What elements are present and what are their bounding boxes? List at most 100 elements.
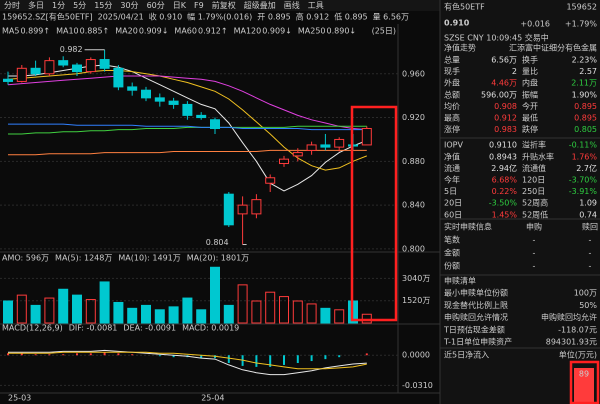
toolbar-tab[interactable]: 15分 [94, 1, 112, 10]
info-item: 159652.SZ[有色50ETF] [2, 12, 93, 22]
line [7, 70, 367, 171]
volume-bar [306, 303, 317, 324]
stat-label: 净值 [444, 151, 460, 161]
sub-header: 申购 [526, 222, 542, 232]
stat-label: 振幅 [522, 89, 538, 99]
candle-body [223, 193, 234, 226]
y-tick-label: 0.0000 [402, 351, 430, 360]
volume-bar [127, 307, 138, 324]
stat-label: 250日 [522, 187, 545, 196]
line [8, 123, 367, 131]
x-tick-label: 25-03 [8, 394, 31, 403]
panel-header: MA(20): 1801万 [187, 254, 249, 263]
candle-body [141, 89, 151, 99]
volume-bar [44, 297, 55, 324]
line [8, 349, 367, 376]
stat-label: 60日 [444, 210, 462, 219]
stat-label: 现手 [444, 66, 460, 76]
panel-header: MACD(12,26,9) [2, 324, 63, 333]
price: 0.910 [444, 19, 470, 28]
candle-body [16, 67, 27, 82]
annotation: 0.982 [60, 45, 83, 54]
stat-value: 2.57 [579, 67, 597, 76]
stat-value: 0.74 [579, 210, 597, 219]
x-tick-label: 25-04 [201, 394, 224, 403]
toolbar-tab[interactable]: F9 [194, 1, 204, 10]
stat-value: 0.912 [494, 114, 517, 123]
stat-label: 总额 [444, 89, 460, 99]
list-label: 申购赎回允许情况 [444, 312, 508, 322]
volume-bar [16, 294, 27, 324]
stat-label: IOPV [444, 141, 463, 150]
stat-label: 52周高 [522, 198, 548, 208]
toolbar-tab[interactable]: 前复权 [212, 0, 236, 10]
volume-bar [265, 291, 276, 324]
status: SZSE CNY 10:09:45 交易中 [444, 33, 549, 43]
stat-label: 换手 [522, 55, 538, 65]
legend-value: 0.909↓ [262, 27, 292, 36]
volume-bar [154, 309, 165, 324]
candle-body [168, 100, 179, 105]
toolbar-tab[interactable]: 日K [173, 1, 187, 10]
stat-label: 今开 [522, 101, 538, 111]
info-item: 高 0.912 [296, 12, 329, 22]
stat-value: 1.45% [492, 210, 518, 219]
candle-body [306, 144, 317, 151]
toolbar-tab[interactable]: 画线 [284, 0, 300, 10]
toolbar-tab[interactable]: 5分 [73, 1, 86, 10]
highlight-box [569, 360, 600, 404]
candle-body [72, 64, 82, 73]
toolbar-tab[interactable]: 多日 [28, 0, 44, 10]
info-item: 开 0.895 [257, 13, 290, 22]
volume-bar [320, 307, 331, 324]
list-label: T-1日单位申赎资产 [443, 337, 512, 347]
sub-cell: 笔数 [444, 235, 460, 245]
list-title: 申赎清单 [444, 276, 476, 286]
list-label: T日预估现金差额 [443, 324, 505, 334]
sub-cell: - [533, 236, 536, 245]
candle-body [361, 128, 372, 146]
info-item: 2025/04/21 [98, 13, 144, 22]
stat-value: 2.94亿 [491, 163, 517, 173]
volume-bar [237, 284, 248, 324]
period-label: (25日) [372, 27, 396, 36]
stat-label: 5日 [444, 187, 457, 196]
list-value: 894301.93元 [546, 338, 597, 347]
toolbar-bg [0, 0, 440, 11]
stat-value: 0.895 [574, 114, 597, 123]
list-value: 100万 [574, 289, 597, 298]
toolbar-tab[interactable]: 工具 [308, 1, 324, 10]
candle-body [251, 199, 262, 215]
stat-value: 2.11万 [571, 79, 597, 88]
legend-name: MA60 [174, 27, 197, 36]
nav-link[interactable]: 净值走势 [444, 43, 476, 53]
toolbar-tab[interactable]: 1分 [52, 1, 65, 10]
panel-header: AMO: 596万 [2, 254, 49, 263]
volume-bar [99, 281, 110, 324]
candle-body [237, 204, 248, 215]
list-value: 申购赎回均允许 [541, 312, 597, 322]
fund-name: 有色50ETF [444, 2, 485, 12]
stat-value: 2.23% [572, 56, 598, 65]
volume-bar [85, 299, 96, 324]
volume-bar [251, 300, 262, 324]
inflow-label: 89 [579, 370, 589, 379]
stat-label: 均价 [444, 101, 460, 111]
candle-body [127, 86, 138, 91]
stat-label: 流通 [444, 163, 460, 173]
stat-label: 流通值 [522, 163, 546, 173]
volume-bar [58, 288, 69, 324]
toolbar-tab[interactable]: 超级叠加 [244, 0, 276, 10]
toolbar-tab[interactable]: 分时 [4, 0, 20, 10]
sub-cell: - [589, 236, 592, 245]
toolbar-tab[interactable]: 30分 [120, 1, 138, 10]
toolbar-tab[interactable]: 60分 [147, 1, 165, 10]
volume-bar [223, 304, 234, 324]
y-tick-label: 3040万 [402, 274, 430, 283]
stat-label: 52周低 [522, 209, 548, 219]
stat-label: 120日 [522, 176, 545, 185]
inflow-unit: 单位(万元) [559, 350, 597, 360]
volume-bar [30, 304, 41, 324]
line [8, 125, 367, 135]
volume-bar [182, 297, 193, 324]
